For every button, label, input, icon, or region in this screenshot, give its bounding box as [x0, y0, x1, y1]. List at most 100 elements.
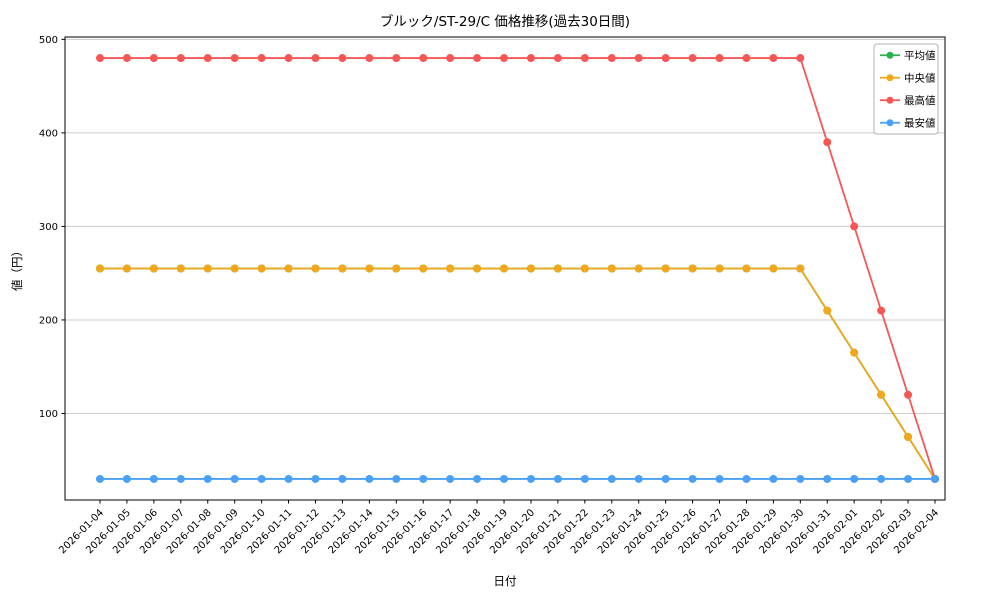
series-marker-median [149, 264, 158, 273]
series-marker-min [122, 474, 131, 483]
series-marker-max [688, 54, 697, 63]
legend-box [873, 43, 939, 135]
series-marker-max [715, 54, 724, 63]
series-marker-min [500, 474, 509, 483]
series-marker-max [284, 54, 293, 63]
series-marker-median [284, 264, 293, 273]
series-marker-max [661, 54, 670, 63]
series-marker-max [877, 306, 886, 315]
series-marker-max [823, 138, 832, 147]
series-marker-min [553, 474, 562, 483]
series-marker-max [553, 54, 562, 63]
series-marker-max [607, 54, 616, 63]
series-marker-median [96, 264, 104, 273]
series-marker-median [526, 264, 535, 273]
series-marker-max [446, 54, 455, 63]
series-marker-min [796, 474, 805, 483]
series-marker-median [877, 390, 886, 399]
series-marker-min [634, 474, 643, 483]
series-marker-median [230, 264, 239, 273]
series-marker-min [338, 474, 347, 483]
series-marker-min [580, 474, 589, 483]
legend-label-max: 最高値 [904, 94, 936, 107]
series-marker-max [473, 54, 482, 63]
legend-marker-min [886, 119, 894, 127]
series-marker-max [176, 54, 185, 63]
series-marker-max [796, 54, 805, 63]
y-axis-label: 値（円） [10, 245, 24, 291]
y-tick-label: 500 [39, 35, 58, 46]
x-axis-label: 日付 [494, 574, 517, 588]
legend-label-mean: 平均値 [904, 49, 936, 62]
series-marker-median [715, 264, 724, 273]
y-tick-label: 100 [39, 409, 58, 420]
series-marker-min [742, 474, 751, 483]
series-marker-min [230, 474, 239, 483]
series-marker-min [526, 474, 535, 483]
series-marker-max [338, 54, 347, 63]
series-marker-min [284, 474, 293, 483]
series-marker-min [365, 474, 374, 483]
series-marker-max [850, 222, 859, 231]
series-marker-max [392, 54, 401, 63]
series-marker-min [96, 474, 104, 483]
series-marker-median [500, 264, 509, 273]
series-marker-median [850, 348, 859, 357]
axes-border [64, 36, 946, 501]
series-marker-median [473, 264, 482, 273]
series-marker-min [176, 474, 185, 483]
series-marker-max [365, 54, 374, 63]
series-marker-min [446, 474, 455, 483]
y-tick-label: 300 [39, 222, 58, 233]
series-marker-median [365, 264, 374, 273]
series-marker-max [904, 390, 913, 399]
series-marker-min [850, 474, 859, 483]
series-marker-median [607, 264, 616, 273]
series-marker-min [311, 474, 320, 483]
series-marker-median [392, 264, 401, 273]
series-marker-median [661, 264, 670, 273]
series-marker-median [311, 264, 320, 273]
series-marker-min [769, 474, 778, 483]
series-marker-max [230, 54, 239, 63]
series-marker-max [769, 54, 778, 63]
series-marker-median [257, 264, 266, 273]
series-marker-min [688, 474, 697, 483]
series-marker-max [149, 54, 158, 63]
series-marker-max [257, 54, 266, 63]
series-marker-max [500, 54, 509, 63]
y-tick-label: 400 [39, 128, 58, 139]
series-marker-max [634, 54, 643, 63]
series-marker-median [823, 306, 832, 315]
chart-title: ブルック/ST-29/C 価格推移(過去30日間) [380, 13, 630, 30]
series-marker-max [419, 54, 428, 63]
series-marker-median [904, 432, 913, 441]
series-marker-min [931, 474, 939, 483]
series-marker-median [769, 264, 778, 273]
series-marker-min [661, 474, 670, 483]
series-marker-median [419, 264, 428, 273]
series-marker-min [877, 474, 886, 483]
legend-marker-mean [886, 51, 894, 59]
series-marker-min [715, 474, 724, 483]
series-marker-min [823, 474, 832, 483]
series-marker-median [742, 264, 751, 273]
series-marker-median [446, 264, 455, 273]
series-marker-median [634, 264, 643, 273]
series-marker-max [96, 54, 104, 63]
series-marker-max [122, 54, 131, 63]
series-marker-median [338, 264, 347, 273]
series-marker-median [122, 264, 131, 273]
series-marker-median [688, 264, 697, 273]
series-marker-min [607, 474, 616, 483]
series-marker-min [473, 474, 482, 483]
series-marker-max [526, 54, 535, 63]
series-marker-min [419, 474, 428, 483]
series-marker-min [149, 474, 158, 483]
series-marker-min [257, 474, 266, 483]
series-line-median [100, 267, 936, 480]
series-marker-min [203, 474, 212, 483]
series-marker-max [742, 54, 751, 63]
